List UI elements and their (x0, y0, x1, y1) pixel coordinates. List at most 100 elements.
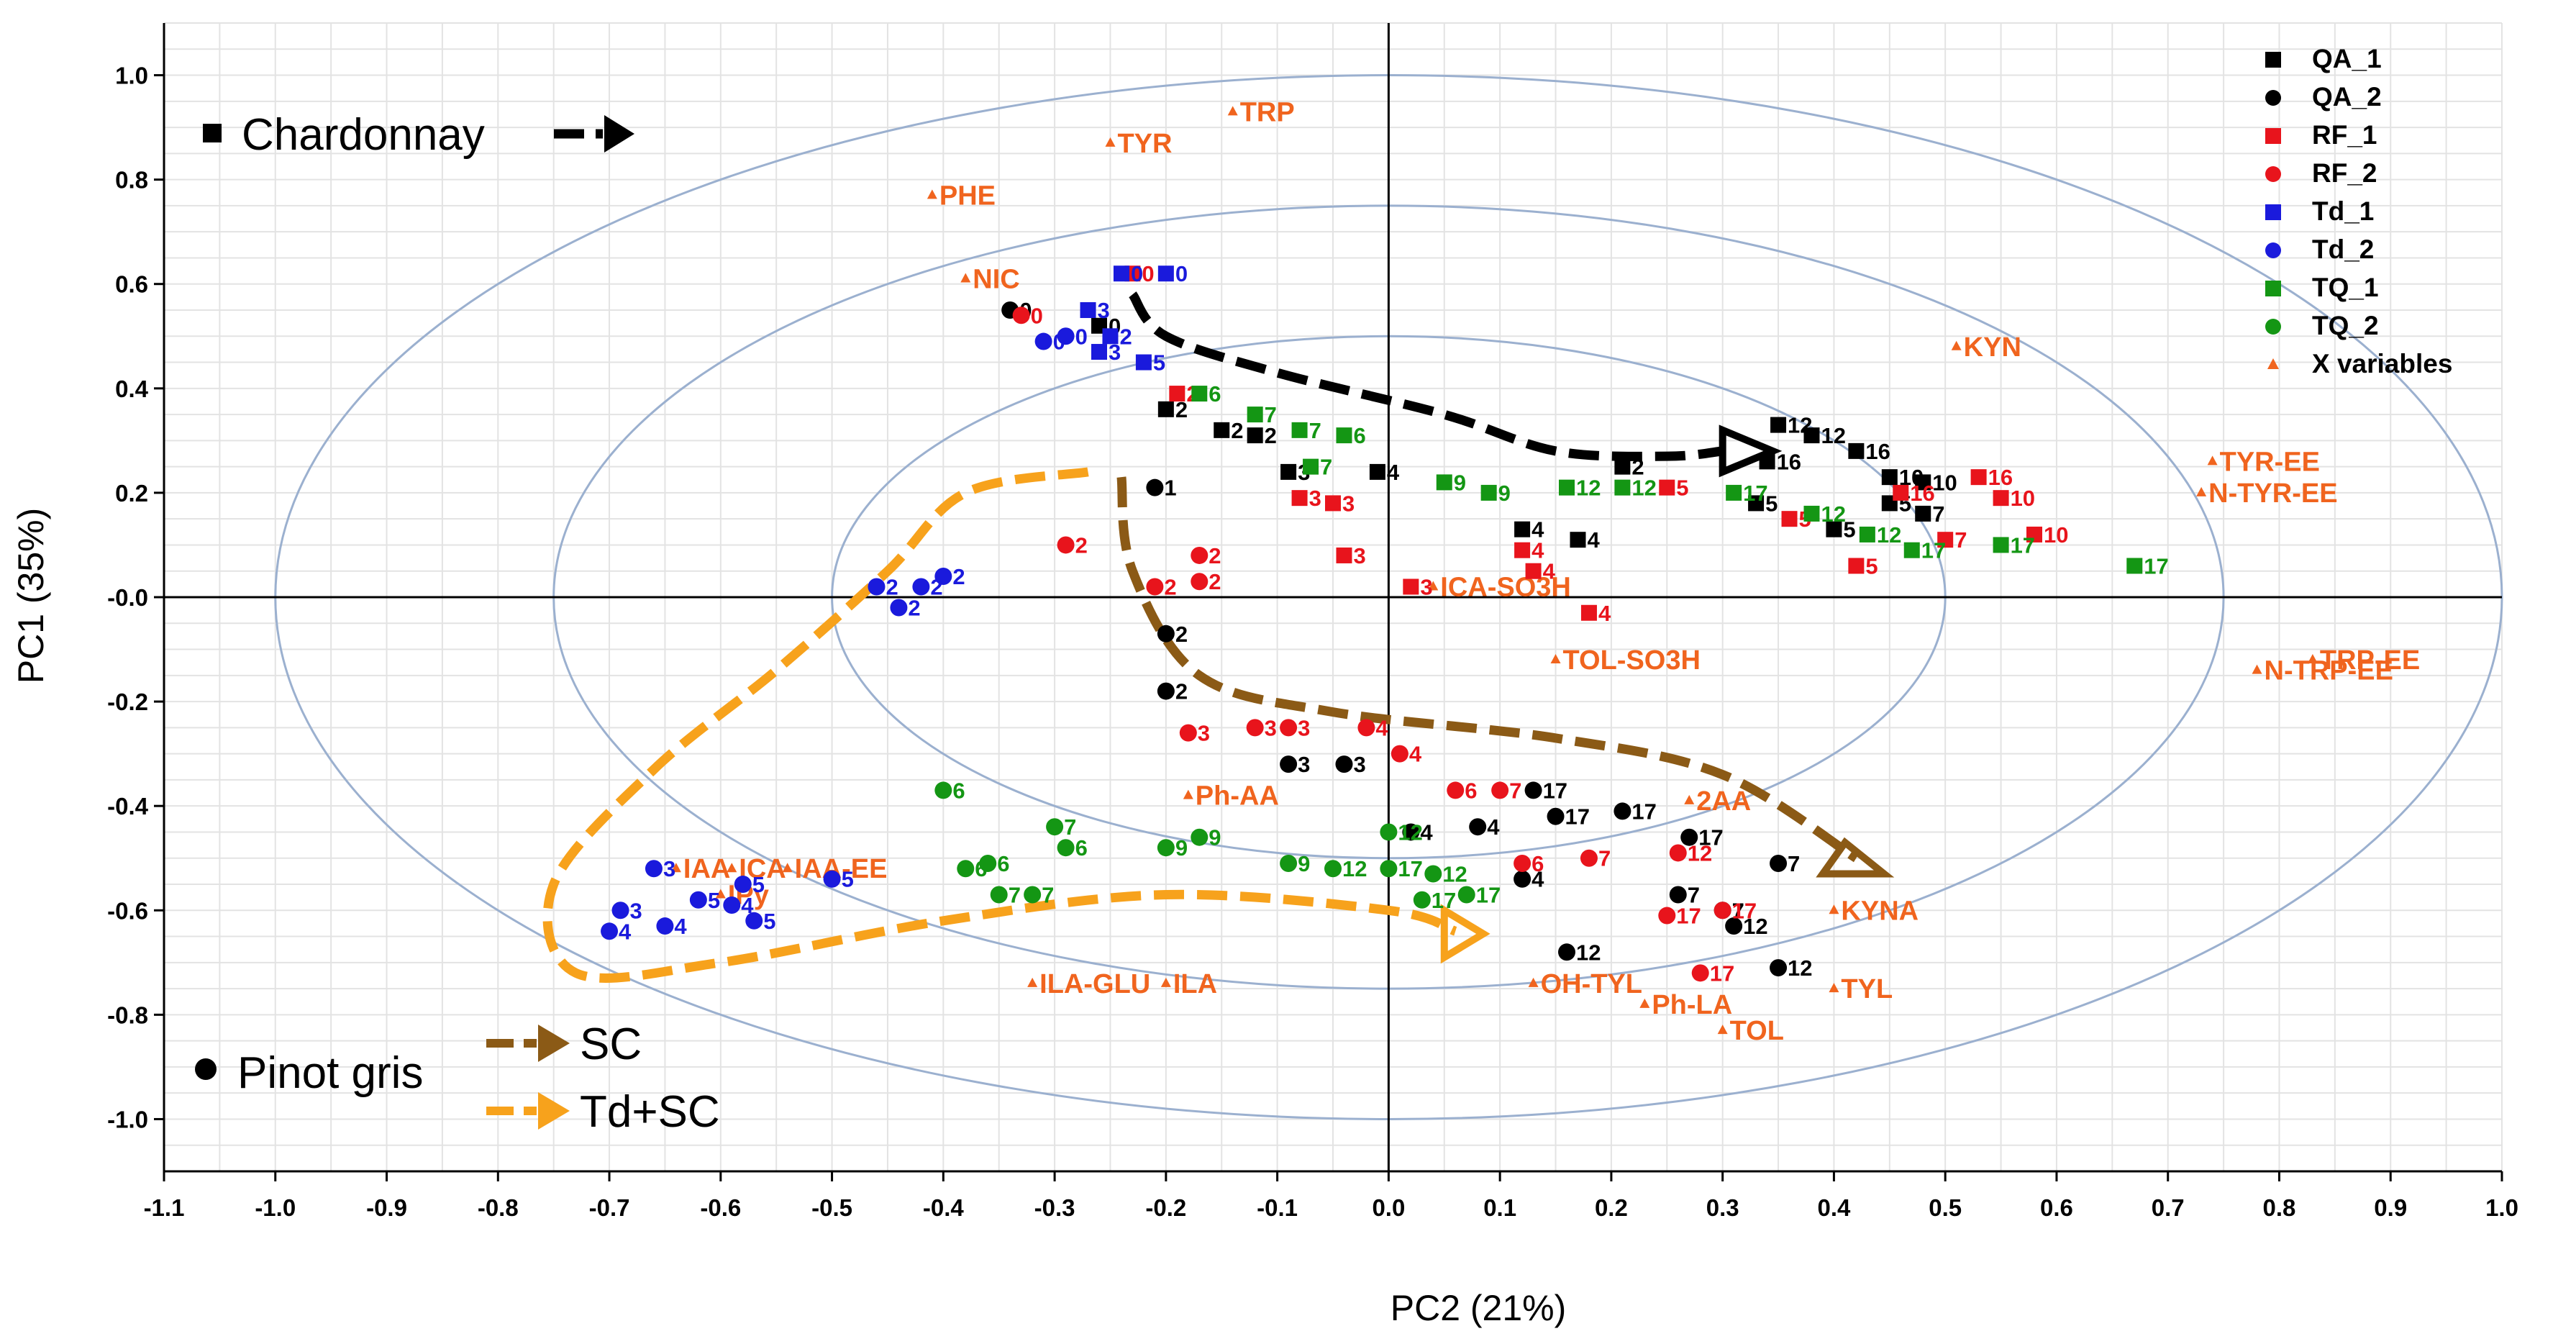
point-rf_1 (1659, 479, 1675, 496)
point-td_1 (1080, 302, 1096, 318)
point-label: 9 (1498, 481, 1511, 506)
point-tq_2 (1324, 860, 1342, 878)
point-rf_1 (1970, 469, 1987, 486)
x-variable-label: TRP-EE (2320, 645, 2420, 676)
x-variable-marker (927, 189, 937, 199)
point-label: 2 (1265, 423, 1277, 448)
point-label: 17 (1398, 856, 1422, 881)
x-tick-label: -0.3 (1034, 1194, 1075, 1221)
point-label: 5 (842, 867, 854, 892)
point-label: 7 (1788, 851, 1800, 876)
x-tick-label: 0.7 (2152, 1194, 2185, 1221)
point-label: 17 (1476, 883, 1501, 908)
chardonnay-arrowhead (604, 115, 634, 153)
point-tq_1 (1336, 427, 1352, 444)
sc-label: SC (580, 1020, 642, 1069)
x-variable-label: 2AA (1696, 786, 1751, 817)
x-tick-label: -0.6 (700, 1194, 741, 1221)
x-variable-label: IAA (683, 854, 730, 884)
x-variable-label: N-TYR-EE (2208, 478, 2337, 509)
point-td_2 (823, 870, 841, 888)
point-label: 5 (1843, 517, 1855, 542)
y-axis-title: PC1 (35%) (11, 508, 51, 684)
point-label: 6 (1209, 381, 1221, 407)
point-tq_1 (1614, 479, 1631, 496)
point-tq_1 (1191, 386, 1208, 402)
chardonnay-square-marker (203, 124, 222, 142)
point-qa_1 (1214, 422, 1230, 438)
point-qa_1 (1157, 401, 1174, 417)
point-label: 12 (1821, 423, 1845, 448)
point-td_2 (912, 578, 930, 596)
x-tick-label: -0.2 (1145, 1194, 1186, 1221)
legend-marker-triangle (2267, 358, 2279, 369)
point-qa_2 (1514, 870, 1532, 888)
point-td_1 (1091, 344, 1107, 360)
y-tick-label: 0.4 (115, 376, 149, 402)
point-qa_1 (1570, 532, 1586, 548)
point-label: 2 (1119, 324, 1132, 349)
point-rf_1 (1993, 490, 2009, 507)
point-qa_1 (1247, 427, 1263, 444)
point-label: 16 (1865, 439, 1890, 464)
point-label: 5 (1865, 553, 1878, 578)
legend-marker-square (2265, 281, 2281, 296)
x-tick-label: -0.7 (589, 1194, 630, 1221)
legend-marker-square (2265, 128, 2281, 144)
legend-label: RF_1 (2312, 120, 2377, 150)
point-label: 5 (752, 872, 765, 897)
point-label: 12 (1821, 501, 1845, 527)
x-tick-label: 0.1 (1483, 1194, 1516, 1221)
point-rf_2 (1491, 781, 1509, 799)
td-sc-arrowhead (538, 1092, 570, 1130)
legend-marker-circle (2265, 166, 2281, 182)
x-tick-label: 0.4 (1817, 1194, 1851, 1221)
td-sc-trajectory-arrowhead (1440, 904, 1490, 964)
x-variable-marker (727, 863, 737, 873)
point-label: 2 (1075, 532, 1088, 558)
point-label: 10 (2044, 522, 2068, 548)
point-qa_2 (1614, 802, 1631, 820)
point-label: 2 (1209, 569, 1221, 594)
point-label: 6 (1075, 835, 1088, 861)
point-label: 2 (1175, 622, 1188, 647)
point-qa_1 (1915, 474, 1931, 491)
point-label: 4 (1375, 715, 1388, 740)
point-label: 0 (1031, 303, 1043, 328)
point-tq_2 (1413, 891, 1431, 909)
x-variable-label: ILA (1173, 969, 1217, 999)
point-tq_1 (1303, 458, 1319, 475)
point-label: 5 (1676, 476, 1688, 501)
x-variable-label: Ph-LA (1652, 990, 1732, 1020)
point-tq_1 (1480, 484, 1497, 501)
point-qa_1 (1803, 427, 1820, 444)
point-label: 3 (1309, 486, 1321, 511)
point-tq_1 (1291, 422, 1308, 438)
x-variable-label: ILA-GLU (1039, 969, 1150, 999)
x-variable-label: TYR (1117, 129, 1172, 159)
x-variable-marker (1160, 977, 1171, 987)
point-tq_1 (1726, 484, 1742, 501)
point-qa_1 (1514, 521, 1531, 537)
point-label: 6 (952, 778, 965, 803)
x-variable-marker (2252, 664, 2262, 674)
point-qa_2 (1725, 917, 1743, 935)
point-label: 5 (1765, 491, 1778, 516)
point-qa_1 (1915, 505, 1931, 522)
point-label: 17 (1732, 898, 1757, 923)
legend-label: TQ_2 (2312, 311, 2379, 340)
legend-label: QA_1 (2312, 44, 2382, 73)
point-label: 12 (1398, 819, 1422, 845)
point-rf_2 (1713, 902, 1731, 920)
x-tick-label: 0.2 (1595, 1194, 1628, 1221)
point-qa_2 (1680, 828, 1698, 846)
x-variable-marker (1639, 998, 1650, 1008)
point-label: 4 (1420, 819, 1433, 845)
point-qa_2 (1402, 823, 1420, 841)
point-rf_2 (1246, 719, 1264, 737)
pinot-gris-circle-marker (195, 1058, 217, 1080)
legend-marker-circle (2265, 319, 2281, 335)
y-tick-label: 0.2 (115, 480, 148, 507)
point-label: 3 (1198, 721, 1210, 746)
point-label: 2 (1631, 455, 1644, 480)
